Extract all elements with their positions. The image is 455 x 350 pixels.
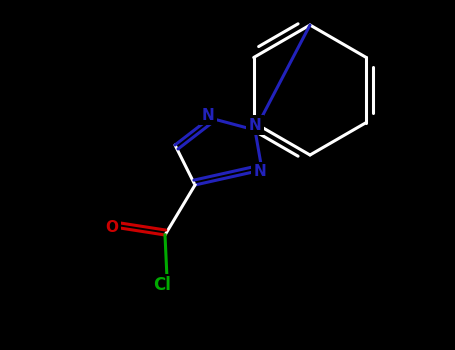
Text: N: N — [248, 118, 261, 133]
Text: N: N — [253, 164, 266, 180]
Text: N: N — [202, 107, 214, 122]
Text: O: O — [106, 220, 118, 236]
Text: Cl: Cl — [153, 276, 171, 294]
